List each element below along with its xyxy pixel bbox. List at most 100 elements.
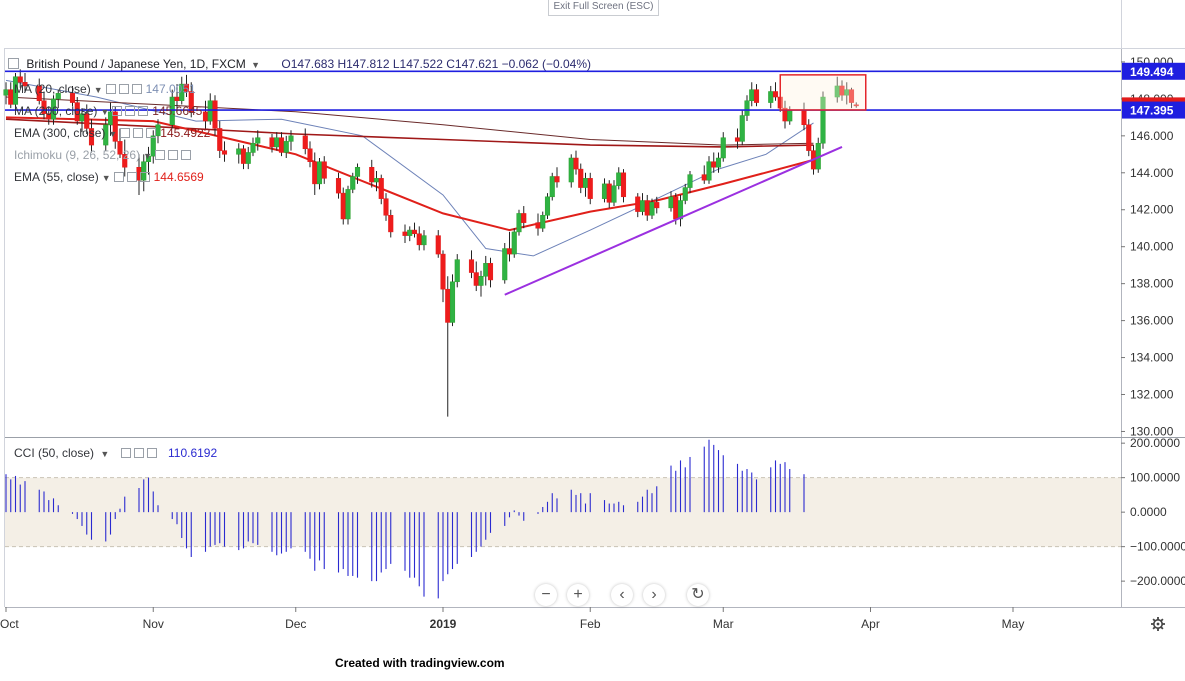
settings-icon[interactable] (133, 448, 144, 458)
price-label-text: 147.395 (1130, 104, 1174, 118)
candle-body (236, 148, 242, 155)
scroll-left-button[interactable]: ‹ (611, 584, 633, 606)
symbol-title[interactable]: British Pound / Japanese Yen, 1D, FXCM (26, 57, 246, 71)
close-icon[interactable] (146, 128, 157, 138)
candle-body (36, 85, 42, 101)
candle-body (644, 200, 650, 216)
time-tick-label: 2019 (430, 617, 457, 631)
candle-body (302, 135, 308, 150)
visibility-icon[interactable] (105, 84, 116, 94)
settings-icon[interactable] (118, 84, 129, 94)
price-tick-label: 142.000 (1130, 203, 1174, 217)
visibility-icon[interactable] (155, 150, 165, 160)
candle-body (283, 141, 289, 153)
indicator-legend-row: MA (200, close) ▼ 145.6645 (14, 104, 202, 118)
indicator-value: 144.6569 (153, 170, 204, 184)
candle-body (768, 91, 774, 103)
chevron-down-icon[interactable]: ▼ (251, 60, 261, 70)
settings-icon[interactable] (168, 150, 178, 160)
candle-body (554, 176, 560, 183)
candle-body (478, 276, 484, 286)
visibility-icon[interactable] (120, 128, 131, 138)
candle-body (544, 196, 551, 216)
highlight-box (779, 74, 867, 111)
candle-body (179, 83, 185, 101)
candle-body (706, 161, 712, 181)
candle-body (682, 187, 688, 201)
zoom-out-button[interactable]: − (535, 584, 557, 606)
candle-body (174, 96, 180, 101)
candle-body (150, 135, 156, 157)
visibility-icon[interactable] (113, 172, 124, 182)
candle-body (701, 174, 707, 181)
chevron-down-icon[interactable]: ▼ (108, 129, 118, 139)
candle-body (416, 233, 422, 246)
chevron-down-icon[interactable]: ▼ (100, 449, 110, 459)
close-icon[interactable] (146, 448, 157, 458)
candle-body (411, 229, 418, 235)
visibility-icon[interactable] (120, 448, 131, 458)
candle-body (787, 109, 793, 122)
close-icon[interactable] (181, 150, 191, 160)
cci-label[interactable]: CCI (50, close) (14, 446, 95, 460)
candle-body (673, 196, 679, 220)
cci-tick-label: −200.0000 (1130, 574, 1185, 588)
candle-body (50, 98, 57, 120)
indicator-legend-row: EMA (300, close) ▼ 145.4922 (14, 126, 210, 140)
candle-body (668, 196, 674, 209)
visibility-icon[interactable] (112, 106, 123, 116)
cci-tick-label: 0.0000 (1130, 505, 1167, 519)
time-tick-label: Mar (713, 617, 734, 631)
candle-body (511, 231, 517, 255)
close-icon[interactable] (138, 106, 149, 116)
candle-body (749, 89, 755, 101)
candle-body (483, 263, 489, 277)
candle-body (568, 157, 574, 183)
trend-line (504, 146, 843, 296)
indicator-label[interactable]: MA (200, close) (14, 104, 98, 118)
zoom-in-button[interactable]: + (567, 584, 589, 606)
settings-icon[interactable] (133, 128, 144, 138)
cci-value: 110.6192 (167, 446, 218, 460)
reset-chart-button[interactable]: ↻ (687, 584, 709, 606)
candle-body (84, 113, 90, 129)
indicator-label[interactable]: EMA (55, close) (14, 170, 99, 184)
candle-body (307, 148, 313, 162)
candle-body (117, 141, 123, 155)
indicator-legend-row: Ichimoku (9, 26, 52, 26) ▼ (14, 148, 191, 162)
settings-icon[interactable] (125, 106, 136, 116)
candle-body (12, 76, 19, 105)
close-icon[interactable] (139, 172, 150, 182)
chevron-down-icon[interactable]: ▼ (100, 107, 110, 117)
indicator-label[interactable]: MA (20, close) (14, 82, 91, 96)
candle-body (169, 96, 175, 126)
candle-body (606, 183, 612, 203)
indicator-label[interactable]: Ichimoku (9, 26, 52, 26) (14, 148, 141, 162)
indicator-value: 145.4922 (160, 126, 211, 140)
candle-body (340, 192, 346, 220)
price-label-text: 149.494 (1130, 65, 1174, 79)
candle-body (217, 128, 223, 151)
chevron-down-icon[interactable]: ▼ (101, 173, 111, 183)
candle-body (122, 154, 128, 168)
exit-fullscreen-button[interactable]: Exit Full Screen (ESC) (548, 0, 659, 16)
settings-gear-icon[interactable] (1151, 617, 1165, 631)
candle-body (601, 183, 608, 199)
price-tick-label: 146.000 (1130, 129, 1174, 143)
close-icon[interactable] (131, 84, 142, 94)
cci-legend: CCI (50, close) ▼ 110.6192 (14, 446, 217, 460)
chevron-down-icon[interactable]: ▼ (93, 85, 103, 95)
candle-body (221, 150, 228, 155)
scroll-right-button[interactable]: › (643, 584, 665, 606)
cci-tick-label: 100.0000 (1130, 471, 1180, 485)
chevron-down-icon[interactable]: ▼ (143, 151, 152, 161)
indicator-label[interactable]: EMA (300, close) (14, 126, 106, 140)
collapse-icon[interactable] (8, 58, 19, 69)
price-tick-label: 134.000 (1130, 351, 1174, 365)
settings-icon[interactable] (126, 172, 137, 182)
candle-body (820, 96, 826, 144)
candle-body (772, 91, 779, 98)
candle-body (639, 200, 646, 212)
legend-header: British Pound / Japanese Yen, 1D, FXCM ▼… (8, 57, 591, 71)
price-label-bg (1122, 101, 1185, 119)
